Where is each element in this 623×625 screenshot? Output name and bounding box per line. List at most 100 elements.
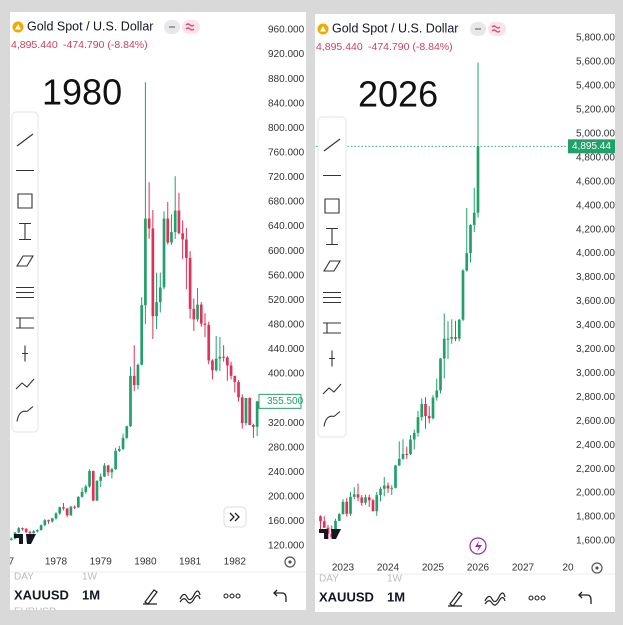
candle-body: [196, 304, 199, 320]
drawing-tool[interactable]: [326, 227, 338, 246]
candle-body: [446, 338, 450, 340]
x-tick-label: 1979: [90, 557, 113, 568]
candle-body: [207, 324, 211, 361]
replay-glyph: [475, 541, 482, 552]
candle-body: [65, 508, 69, 516]
footer-ghost: 1W: [387, 574, 403, 585]
candle-body: [199, 304, 203, 324]
x-tick-label: 2024: [377, 563, 400, 574]
interval[interactable]: 1M: [82, 587, 100, 602]
y-tick-label: 5,000.00: [576, 128, 615, 139]
candle-body: [58, 507, 62, 514]
candle-body: [352, 494, 356, 497]
drawing-tool[interactable]: [323, 138, 341, 152]
y-tick-label: 800.000: [268, 123, 305, 134]
symbol[interactable]: XAUUSD: [14, 587, 69, 602]
candle-body: [50, 518, 54, 522]
badge-glyph: [185, 23, 195, 31]
indicators-icon[interactable]: [484, 592, 506, 606]
y-tick-label: 3,200.00: [576, 344, 615, 355]
annotation: 1980: [42, 72, 122, 113]
candle-body: [69, 506, 73, 516]
drawing-tool[interactable]: [323, 411, 341, 427]
more-icon[interactable]: [528, 595, 534, 601]
candle-body: [461, 270, 465, 320]
drawing-tool[interactable]: [322, 383, 342, 395]
symbol[interactable]: XAUUSD: [319, 589, 374, 604]
pen-icon[interactable]: [448, 591, 463, 607]
y-tick-label: 5,200.00: [576, 104, 615, 115]
indicators-icon[interactable]: [179, 590, 201, 604]
chart-title: Gold Spot / U.S. Dollar: [27, 19, 153, 33]
chart-panel: Gold Spot / U.S. Dollar 4,895.440 -474.790…: [315, 14, 615, 612]
drawing-tool[interactable]: [15, 378, 35, 390]
drawing-tool[interactable]: [329, 350, 335, 367]
settings-button[interactable]: [284, 556, 296, 568]
y-tick-label: 560.000: [268, 270, 305, 281]
drawing-tool[interactable]: [16, 255, 34, 267]
more-icon[interactable]: [223, 593, 229, 599]
candle-body: [337, 514, 341, 521]
footer-ghost: DAY: [319, 574, 339, 585]
y-tick-label: 680.000: [268, 197, 305, 208]
drawing-tool[interactable]: [324, 198, 340, 214]
y-tick-label: 2,000.00: [576, 488, 615, 499]
candle-body: [248, 397, 252, 425]
candle-body: [173, 210, 177, 233]
candle-body: [185, 239, 188, 258]
candle-body: [405, 453, 409, 455]
candle-body: [181, 233, 184, 240]
candle-body: [129, 375, 132, 427]
drawing-tool[interactable]: [323, 322, 341, 334]
interval[interactable]: 1M: [387, 589, 405, 604]
undo-icon[interactable]: [273, 589, 287, 602]
drawing-tool[interactable]: [323, 260, 341, 272]
candle-body: [121, 437, 125, 449]
candle-body: [450, 337, 454, 339]
drawing-tool[interactable]: [323, 291, 341, 304]
pen-icon[interactable]: [143, 589, 158, 605]
drawing-tool[interactable]: [16, 317, 34, 329]
badge[interactable]: [182, 20, 200, 34]
y-tick-label: 640.000: [268, 221, 305, 232]
scroll-button[interactable]: [223, 506, 247, 528]
more-icon[interactable]: [229, 593, 235, 599]
panel-background: [315, 14, 615, 612]
candle-body: [103, 465, 106, 477]
badge[interactable]: [488, 22, 506, 36]
drawing-toolbar: [317, 116, 347, 438]
drawing-tool[interactable]: [19, 222, 31, 241]
candle-body: [367, 497, 371, 501]
y-tick-label: 3,600.00: [576, 296, 615, 307]
candle-body: [211, 360, 214, 371]
y-tick-label: 200.000: [268, 491, 305, 502]
y-tick-label: 3,400.00: [576, 320, 615, 331]
drawing-tool[interactable]: [16, 133, 34, 147]
candle-body: [397, 458, 401, 466]
drawing-tool[interactable]: [22, 345, 28, 362]
drawing-tool[interactable]: [16, 286, 34, 299]
drawing-tool[interactable]: [16, 406, 34, 422]
y-tick-label: 1,600.00: [576, 536, 615, 547]
more-icon[interactable]: [540, 595, 546, 601]
candle-body: [427, 416, 431, 419]
drawing-tool[interactable]: [17, 193, 33, 209]
x-tick-label: 2027: [512, 563, 535, 574]
settings-button[interactable]: [591, 562, 603, 574]
quote-value: 4,895.440: [11, 39, 58, 51]
candle-body: [21, 528, 24, 530]
chart-panel: Gold Spot / U.S. Dollar 4,895.440 -474.790…: [10, 12, 306, 610]
y-tick-label: 2,400.00: [576, 440, 615, 451]
candle-body: [465, 253, 469, 271]
chart-title: Gold Spot / U.S. Dollar: [332, 21, 458, 35]
more-icon[interactable]: [534, 595, 540, 601]
y-tick-label: 2,200.00: [576, 464, 615, 475]
y-tick-label: 720.000: [268, 172, 305, 183]
x-tick-label: 1981: [179, 557, 202, 568]
candle-body: [47, 520, 50, 522]
candle-body: [132, 375, 136, 386]
undo-icon[interactable]: [578, 591, 592, 604]
price-box: [568, 139, 615, 154]
more-icon[interactable]: [235, 593, 241, 599]
candle-body: [341, 501, 345, 515]
